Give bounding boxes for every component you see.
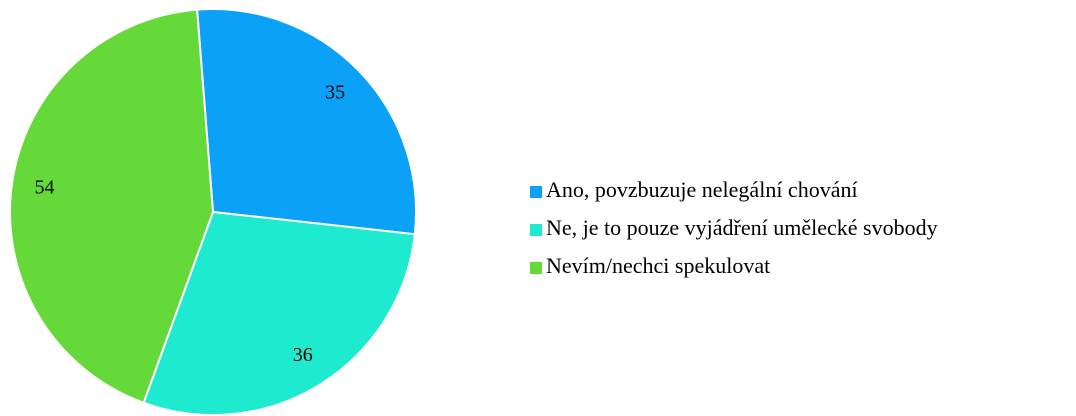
legend-label: Ne, je to pouze vyjádření umělecké svobo…	[546, 215, 938, 240]
legend-label: Ano, povzbuzuje nelegální chování	[546, 177, 858, 202]
data-label: 54	[35, 177, 55, 199]
legend-label: Nevím/nechci spekulovat	[546, 253, 770, 278]
legend-swatch	[530, 262, 542, 274]
legend-swatch	[530, 186, 542, 198]
pie-slice	[195, 8, 417, 236]
legend: Ano, povzbuzuje nelegální chování Ne, je …	[530, 177, 938, 278]
data-label: 35	[325, 81, 345, 103]
data-label: 36	[293, 344, 313, 366]
pie-slice	[142, 210, 416, 416]
pie-slice	[9, 8, 215, 405]
legend-swatch	[530, 224, 542, 236]
